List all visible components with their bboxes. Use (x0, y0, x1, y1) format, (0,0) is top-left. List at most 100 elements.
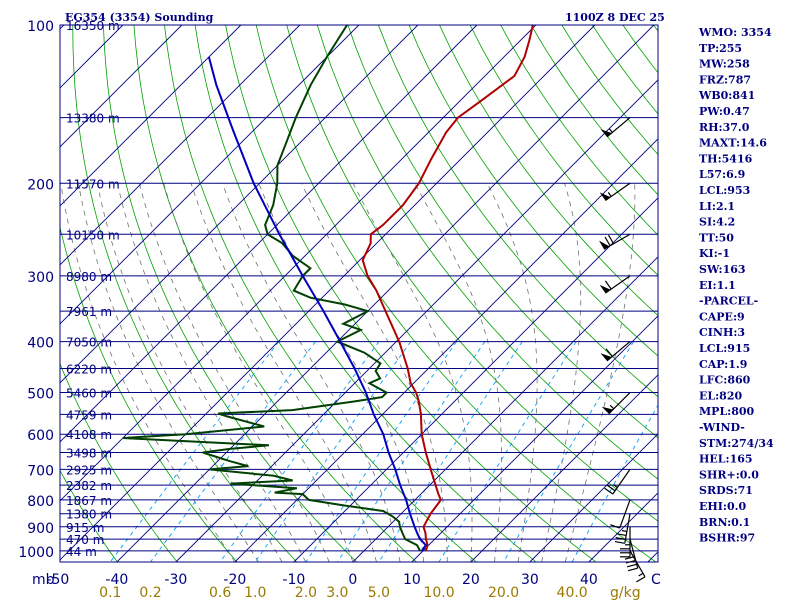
isotherm-line (411, 315, 658, 562)
dry-adiabat-line (591, 25, 658, 115)
index-panel-line: LCL:915 (699, 342, 750, 355)
isotherm-line (60, 25, 65, 30)
dry-adiabat-line (316, 25, 658, 480)
pressure-tick-label: 600 (27, 428, 54, 444)
height-label: 4759 m (66, 408, 112, 422)
height-label: 2925 m (66, 463, 112, 477)
temperature-tick-label: -50 (46, 572, 69, 588)
pressure-unit-label: mb (32, 572, 55, 588)
temperature-tick-label: -30 (164, 572, 187, 588)
wind-barb-staff (612, 469, 631, 495)
dry-adiabat-line (378, 25, 658, 398)
wind-barb (629, 550, 646, 583)
height-label: 7961 m (66, 305, 112, 319)
index-panel-line: BSHR:97 (699, 532, 755, 545)
wind-barb-half-feather (607, 192, 612, 197)
mixing-ratio-line (438, 341, 577, 562)
dry-adiabat-line (0, 25, 58, 562)
index-panel-line: MW:258 (699, 58, 750, 71)
pressure-tick-label: 300 (27, 270, 54, 286)
wind-barb-half-feather (608, 128, 613, 133)
wind-barb (604, 469, 631, 495)
height-label: 6220 m (66, 362, 112, 376)
moist-adiabat-line (96, 183, 283, 562)
wind-barb-feather (605, 348, 613, 357)
moist-adiabat-line (190, 183, 377, 562)
isotherm-line (234, 138, 658, 562)
mixing-ratio-label: 20.0 (488, 585, 519, 600)
pressure-tick-label: 1000 (18, 545, 54, 561)
wind-barb-feather (616, 533, 627, 536)
height-label: 5460 m (66, 387, 112, 401)
wind-barb-half-feather (621, 530, 627, 533)
index-panel-line: CINH:3 (699, 326, 745, 339)
temperature-tick-label: 30 (521, 572, 539, 588)
wind-barb-feather (606, 484, 616, 492)
temperature-tick-label: 40 (580, 572, 598, 588)
wind-barb-feather (625, 559, 636, 564)
dry-adiabat-line (133, 25, 417, 562)
index-panel-line: MPL:800 (699, 405, 755, 418)
height-label: 10150 m (66, 228, 120, 242)
moist-adiabat-line (352, 183, 473, 562)
wind-barb-feather (626, 563, 637, 568)
index-panel: WMO: 3354 TP:255 MW:258 FRZ:787 WB0:841 PW:0.… (698, 26, 774, 545)
index-panel-line: LCL:953 (699, 184, 750, 197)
index-panel-line: SW:163 (699, 263, 746, 276)
mixing-ratio-line (336, 341, 486, 562)
temperature-tick-label: 20 (462, 572, 480, 588)
isotherm-line (352, 256, 658, 562)
wind-barb-feather (627, 567, 638, 572)
index-panel-line: SHR+:0.0 (699, 468, 759, 481)
wind-barb-staff (608, 392, 631, 415)
mixing-ratio-label: 0.6 (209, 585, 231, 600)
height-label: 915 m (66, 521, 104, 535)
index-panel-line: FRZ:787 (699, 73, 751, 86)
wind-barb (614, 513, 631, 544)
chart-title: EG354 (3354) Sounding (65, 11, 214, 24)
wind-barb (599, 275, 631, 294)
wind-barb-feather (608, 234, 615, 245)
index-panel-line: SI:4.2 (699, 216, 735, 229)
wind-barb-half-feather (612, 484, 618, 488)
index-panel-line: EHI:0.0 (699, 500, 746, 513)
height-label: 11570 m (66, 177, 120, 191)
wind-barb-staff (619, 499, 631, 529)
dry-adiabat-line (776, 25, 800, 562)
wind-barb (599, 233, 631, 250)
wind-barb-feather (636, 576, 646, 583)
height-label: 3498 m (66, 446, 112, 460)
wind-barb (600, 117, 631, 138)
dry-adiabat-line (347, 25, 658, 439)
isotherm-line (60, 25, 596, 561)
moist-adiabat-line (60, 183, 236, 562)
index-panel-line: KI:-1 (699, 247, 730, 260)
wind-barb (624, 538, 639, 572)
mixing-ratio-label: 0.2 (139, 585, 161, 600)
isotherm-line (529, 433, 658, 562)
isotherm-line (60, 25, 360, 325)
wind-barb (600, 341, 631, 362)
index-panel-line: PW:0.47 (699, 105, 750, 118)
temperature-tick-label: -40 (105, 572, 128, 588)
dewpoint-curve (122, 25, 421, 552)
height-label: 13380 m (66, 112, 120, 126)
index-panel-line: WB0:841 (698, 89, 755, 102)
mixing-ratio-line (503, 341, 634, 562)
moist-adiabat-line (564, 183, 636, 562)
wind-barb (610, 499, 631, 529)
dry-adiabat-line (561, 25, 658, 156)
height-label: 44 m (66, 545, 97, 559)
wind-barb-staff (624, 513, 631, 544)
mixing-ratio-label: 3.0 (326, 585, 348, 600)
wind-barb-feather (604, 487, 614, 495)
height-label: 7050 m (66, 336, 112, 350)
mixing-ratio-line (109, 341, 280, 562)
isotherm-line (588, 492, 658, 562)
mixing-ratio-label: 5.0 (368, 585, 390, 600)
pressure-tick-label: 400 (27, 336, 54, 352)
dry-adiabat-line (469, 25, 658, 276)
wind-barb-staff (629, 538, 639, 569)
index-panel-line: SRDS:71 (699, 484, 753, 497)
mixing-ratio-label: 2.0 (295, 585, 317, 600)
